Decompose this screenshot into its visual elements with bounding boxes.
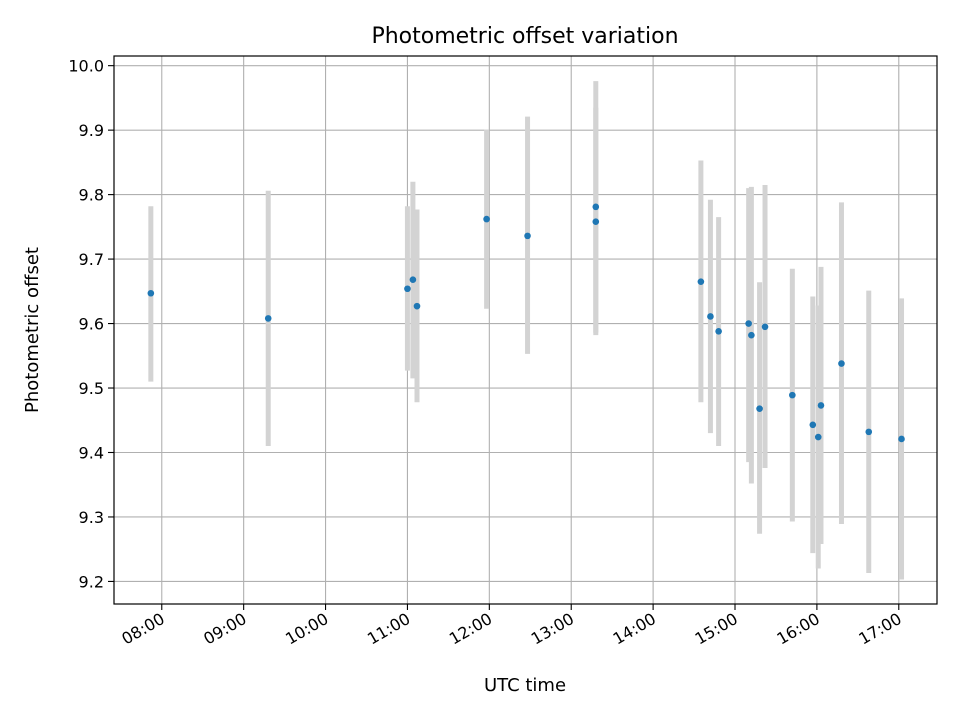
data-point bbox=[745, 320, 752, 327]
y-tick-label: 9.7 bbox=[79, 250, 104, 269]
data-point bbox=[715, 327, 722, 335]
chart-title: Photometric offset variation bbox=[371, 24, 678, 49]
data-point bbox=[814, 433, 822, 441]
data-point bbox=[147, 289, 155, 297]
data-point bbox=[409, 276, 417, 284]
data-point bbox=[524, 232, 531, 240]
y-tick-label: 9.8 bbox=[79, 186, 104, 205]
data-point bbox=[761, 323, 769, 331]
data-point bbox=[898, 435, 905, 443]
plot-frame bbox=[113, 55, 938, 605]
data-point bbox=[483, 215, 490, 223]
data-point bbox=[789, 391, 796, 399]
data-point bbox=[264, 315, 272, 322]
y-axis: 9.2 9.3 9.4 9.5 9.6 9.7 9.8 9.9 10.0 bbox=[68, 57, 114, 591]
data-point bbox=[592, 203, 600, 211]
y-tick-label: 9.9 bbox=[79, 121, 104, 140]
y-tick-label: 9.6 bbox=[79, 315, 104, 334]
y-tick-label: 9.2 bbox=[79, 572, 104, 591]
y-tick-label: 9.4 bbox=[79, 443, 104, 462]
data-point bbox=[413, 302, 421, 310]
data-point bbox=[697, 278, 705, 285]
x-axis-label: UTC time bbox=[484, 675, 566, 696]
data-point bbox=[748, 331, 755, 339]
grid bbox=[114, 56, 937, 604]
y-tick-label: 9.5 bbox=[79, 379, 104, 398]
y-tick-label: 9.3 bbox=[79, 508, 104, 527]
data-point bbox=[809, 421, 817, 429]
data-point bbox=[404, 285, 411, 293]
y-tick-label: 10.0 bbox=[68, 57, 104, 76]
data-point bbox=[707, 313, 714, 320]
data-point bbox=[756, 405, 763, 412]
y-axis-label: Photometric offset bbox=[22, 247, 43, 413]
data-point bbox=[592, 218, 600, 225]
data-point bbox=[817, 402, 825, 409]
data-points bbox=[147, 203, 905, 443]
data-point bbox=[838, 360, 845, 367]
data-point bbox=[865, 428, 873, 436]
